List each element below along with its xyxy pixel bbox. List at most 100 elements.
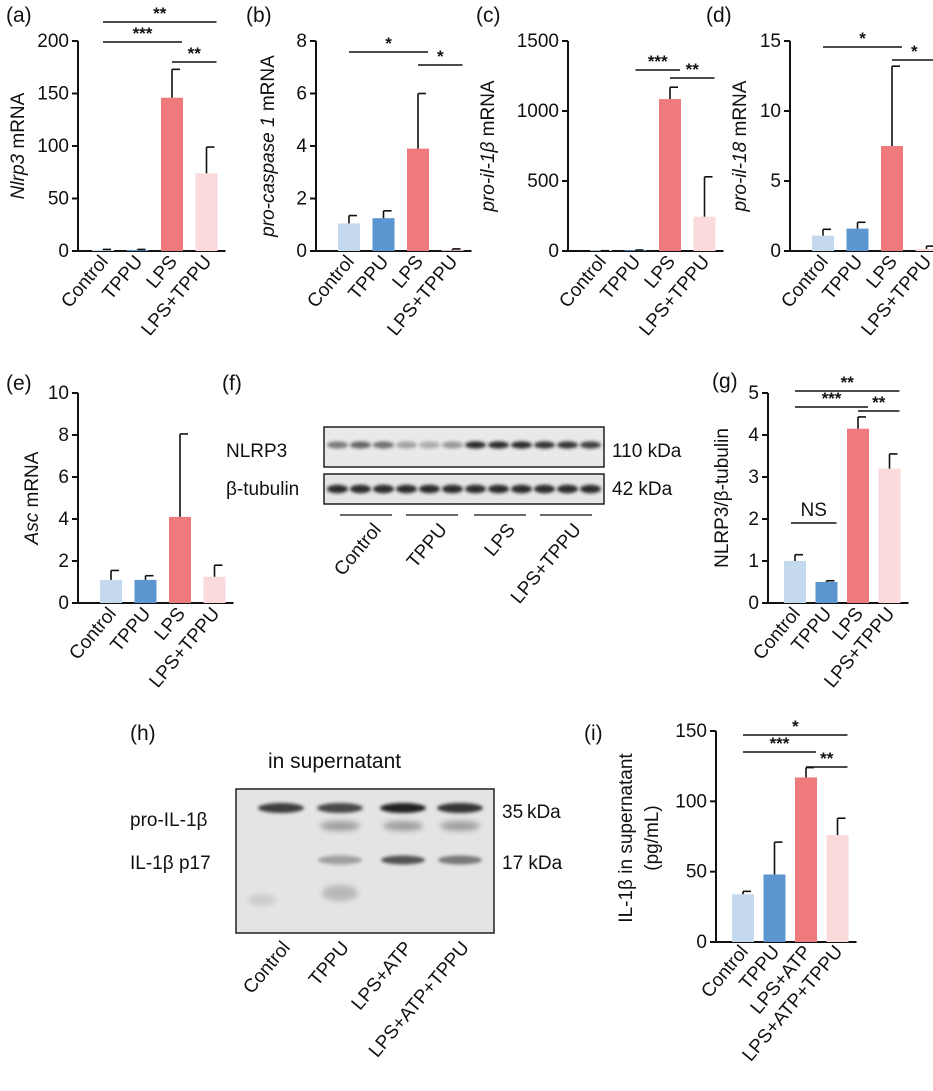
panel-label-a: (a) <box>6 4 32 27</box>
y-axis-label: NLRP3/β-tubulin <box>712 428 733 568</box>
band-nlrp3 <box>396 441 417 449</box>
bar-lps-atp-tppu <box>826 835 849 942</box>
significance-label: * <box>859 29 866 48</box>
y-tick-label: 100 <box>675 791 707 812</box>
y-tick-label: 0 <box>748 593 759 614</box>
y-tick-label: 5 <box>770 171 781 192</box>
bar-lps <box>881 146 903 251</box>
y-tick-label: 2 <box>748 509 759 530</box>
y-tick-label: 15 <box>760 31 781 52</box>
y-tick-label: 10 <box>48 383 69 404</box>
significance-label: * <box>385 34 392 53</box>
y-tick-label: 500 <box>527 171 559 192</box>
panel-label-g: (g) <box>712 370 738 393</box>
band-tubulin <box>373 484 394 494</box>
significance-label: ** <box>153 4 167 23</box>
band-pro-il-1b <box>317 803 363 813</box>
band-tubulin <box>465 484 486 494</box>
blot-f-group-label: TPPU <box>403 520 452 572</box>
blot-f-bands <box>327 441 601 494</box>
y-tick-label: 0 <box>296 241 307 262</box>
band-nlrp3 <box>327 441 348 449</box>
y-tick-label: 50 <box>48 189 69 210</box>
bar-lps-tppu <box>441 250 464 251</box>
band-pro-il-1b <box>437 803 483 813</box>
band-tubulin <box>557 484 578 494</box>
band-tubulin <box>488 484 509 494</box>
bar-lps <box>659 99 681 251</box>
significance-label: ** <box>188 44 202 63</box>
blot-h-lane-label: TPPU <box>305 938 354 990</box>
blot-h-lane-label: Control <box>239 938 294 998</box>
bar-tppu <box>134 579 157 603</box>
y-tick-label: 8 <box>296 31 307 52</box>
bar-control <box>732 894 754 942</box>
significance-label: ** <box>820 749 834 768</box>
band-nlrp3 <box>557 441 578 449</box>
x-tick-label: Control <box>65 604 120 664</box>
blot-f-nlrp3-membrane <box>323 426 605 468</box>
bar-lps-atp <box>795 777 817 942</box>
panel-label-h: (h) <box>130 722 156 745</box>
significance-label: *** <box>648 52 668 71</box>
band-smear <box>383 821 423 831</box>
bar-lps-tppu <box>878 468 901 603</box>
band-smear <box>440 821 480 831</box>
band-nlrp3 <box>511 441 532 449</box>
bar-lps-tppu <box>915 248 933 251</box>
band-tubulin <box>442 484 463 494</box>
blot-f-group-label: LPS <box>481 520 520 561</box>
y-tick-label: 1000 <box>517 101 559 122</box>
bar-control <box>812 235 834 251</box>
y-axis-label: pro-il-18 mRNA <box>730 80 751 212</box>
blot-h-row-label-p17: IL-1β p17 <box>130 853 211 874</box>
band-tubulin <box>534 484 555 494</box>
blot-f-row-label-tubulin: β-tubulin <box>226 479 299 500</box>
y-tick-label: 100 <box>37 136 69 157</box>
y-tick-label: 2 <box>296 189 307 210</box>
bar-tppu <box>763 874 786 942</box>
y-axis-label: pro-il-1β mRNA <box>478 80 499 213</box>
panel-label-c: (c) <box>476 4 501 27</box>
y-tick-label: 150 <box>675 721 707 742</box>
y-tick-label: 2 <box>58 551 69 572</box>
significance-label: * <box>437 47 444 66</box>
band-tubulin <box>327 484 348 494</box>
blot-h-bands <box>248 803 483 906</box>
band-nlrp3 <box>373 441 394 449</box>
y-axis-label: Nlrp3 mRNA <box>8 92 29 199</box>
significance-label: ** <box>686 60 700 79</box>
y-tick-label: 4 <box>296 136 307 157</box>
y-axis-label: Asc mRNA <box>22 451 43 545</box>
panel-label-e: (e) <box>6 372 32 395</box>
blot-h-size-17: 17 kDa <box>502 853 563 874</box>
blot-f-size-42: 42 kDa <box>612 479 673 500</box>
bar-lps <box>847 428 869 603</box>
bar-tppu <box>372 218 395 251</box>
y-tick-label: 1 <box>748 551 759 572</box>
significance-label: *** <box>822 389 842 408</box>
x-tick-label: Control <box>777 252 832 312</box>
band-il-1b-p17 <box>318 855 362 865</box>
band-il-1b-p17 <box>438 855 482 865</box>
y-axis-label: (pg/mL) <box>642 805 663 870</box>
y-tick-label: 4 <box>58 509 69 530</box>
band-smear <box>322 885 358 901</box>
band-pro-il-1b <box>258 803 304 813</box>
bar-lps-tppu <box>693 216 716 251</box>
panel-label-i: (i) <box>584 722 603 745</box>
significance-label: NS <box>801 500 827 521</box>
band-tubulin <box>396 484 417 494</box>
blot-f: NLRP3 β-tubulin 110 kDa 42 kDa Control TP… <box>226 426 682 608</box>
y-tick-label: 50 <box>686 862 707 883</box>
y-tick-label: 6 <box>58 467 69 488</box>
y-tick-label: 5 <box>748 383 759 404</box>
chart-g: 012345NLRP3/β-tubulinControlTPPULPSLPS+T… <box>712 373 909 692</box>
y-tick-label: 0 <box>58 241 69 262</box>
